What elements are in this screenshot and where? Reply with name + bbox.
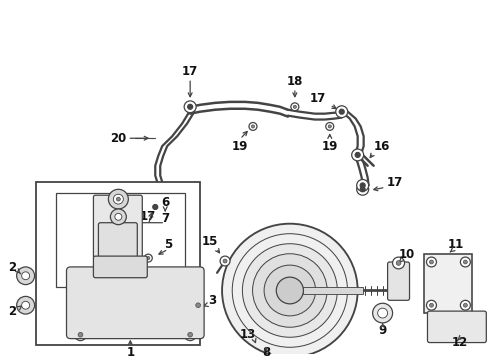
Circle shape bbox=[146, 257, 149, 260]
Circle shape bbox=[428, 260, 432, 264]
Text: 3: 3 bbox=[207, 294, 216, 307]
Text: 20: 20 bbox=[110, 132, 126, 145]
Text: 18: 18 bbox=[286, 75, 303, 88]
FancyBboxPatch shape bbox=[93, 195, 142, 258]
Circle shape bbox=[325, 122, 333, 130]
FancyBboxPatch shape bbox=[66, 267, 203, 339]
Circle shape bbox=[392, 257, 404, 269]
Circle shape bbox=[184, 101, 196, 113]
Text: 4: 4 bbox=[71, 284, 80, 297]
Circle shape bbox=[327, 125, 331, 128]
Circle shape bbox=[149, 201, 161, 213]
FancyBboxPatch shape bbox=[98, 223, 137, 266]
Text: 2: 2 bbox=[9, 261, 17, 274]
Circle shape bbox=[74, 329, 86, 341]
Circle shape bbox=[293, 105, 296, 108]
Text: 17: 17 bbox=[386, 176, 402, 189]
Circle shape bbox=[395, 261, 400, 265]
Circle shape bbox=[251, 125, 254, 128]
FancyBboxPatch shape bbox=[387, 262, 408, 300]
Text: 2: 2 bbox=[9, 305, 17, 318]
Text: 7: 7 bbox=[161, 212, 169, 225]
FancyBboxPatch shape bbox=[427, 311, 486, 343]
Text: 14: 14 bbox=[276, 299, 292, 312]
Circle shape bbox=[360, 187, 365, 192]
Circle shape bbox=[377, 308, 387, 318]
Circle shape bbox=[372, 303, 392, 323]
Circle shape bbox=[339, 109, 344, 114]
Text: 1: 1 bbox=[126, 346, 134, 359]
Circle shape bbox=[187, 332, 192, 337]
Circle shape bbox=[115, 213, 122, 220]
Circle shape bbox=[116, 197, 120, 201]
Circle shape bbox=[276, 277, 303, 304]
Circle shape bbox=[192, 299, 203, 311]
Circle shape bbox=[463, 260, 467, 264]
Circle shape bbox=[17, 296, 35, 314]
Circle shape bbox=[360, 183, 365, 188]
Text: 6: 6 bbox=[161, 195, 169, 208]
Circle shape bbox=[463, 303, 467, 307]
Circle shape bbox=[242, 244, 337, 337]
Circle shape bbox=[290, 103, 298, 111]
Bar bbox=[424, 254, 471, 313]
Circle shape bbox=[426, 257, 436, 267]
Bar bbox=[56, 193, 185, 287]
Circle shape bbox=[335, 106, 347, 118]
Circle shape bbox=[184, 329, 196, 341]
Circle shape bbox=[222, 224, 357, 357]
Circle shape bbox=[110, 209, 126, 225]
Text: 17: 17 bbox=[140, 210, 156, 223]
Text: 16: 16 bbox=[373, 140, 389, 153]
Circle shape bbox=[187, 104, 192, 109]
Text: 12: 12 bbox=[450, 336, 467, 349]
Circle shape bbox=[17, 267, 35, 285]
Circle shape bbox=[459, 300, 469, 310]
Circle shape bbox=[264, 265, 315, 316]
Circle shape bbox=[354, 153, 360, 157]
Text: 9: 9 bbox=[378, 324, 386, 337]
Circle shape bbox=[351, 149, 363, 161]
Circle shape bbox=[356, 180, 368, 191]
Circle shape bbox=[223, 259, 226, 263]
Circle shape bbox=[108, 189, 128, 209]
Text: 13: 13 bbox=[240, 328, 256, 341]
Circle shape bbox=[356, 183, 368, 195]
Circle shape bbox=[113, 194, 123, 204]
Text: 19: 19 bbox=[321, 140, 337, 153]
Circle shape bbox=[459, 257, 469, 267]
Circle shape bbox=[220, 256, 229, 266]
Circle shape bbox=[21, 301, 30, 309]
Circle shape bbox=[78, 332, 82, 337]
Bar bbox=[303, 287, 363, 294]
Text: 5: 5 bbox=[164, 238, 172, 251]
Text: 15: 15 bbox=[202, 235, 218, 248]
Circle shape bbox=[152, 204, 158, 210]
Bar bbox=[36, 183, 200, 345]
Circle shape bbox=[21, 272, 30, 280]
FancyBboxPatch shape bbox=[93, 256, 147, 278]
Circle shape bbox=[426, 300, 436, 310]
Text: 11: 11 bbox=[447, 238, 463, 251]
Circle shape bbox=[428, 303, 432, 307]
Text: 17: 17 bbox=[182, 65, 198, 78]
Text: 10: 10 bbox=[398, 248, 414, 261]
Text: 17: 17 bbox=[309, 93, 325, 105]
Circle shape bbox=[195, 303, 200, 307]
Circle shape bbox=[252, 254, 326, 327]
Circle shape bbox=[144, 254, 152, 262]
Text: 8: 8 bbox=[261, 346, 269, 359]
Text: 19: 19 bbox=[231, 140, 248, 153]
Circle shape bbox=[248, 122, 256, 130]
